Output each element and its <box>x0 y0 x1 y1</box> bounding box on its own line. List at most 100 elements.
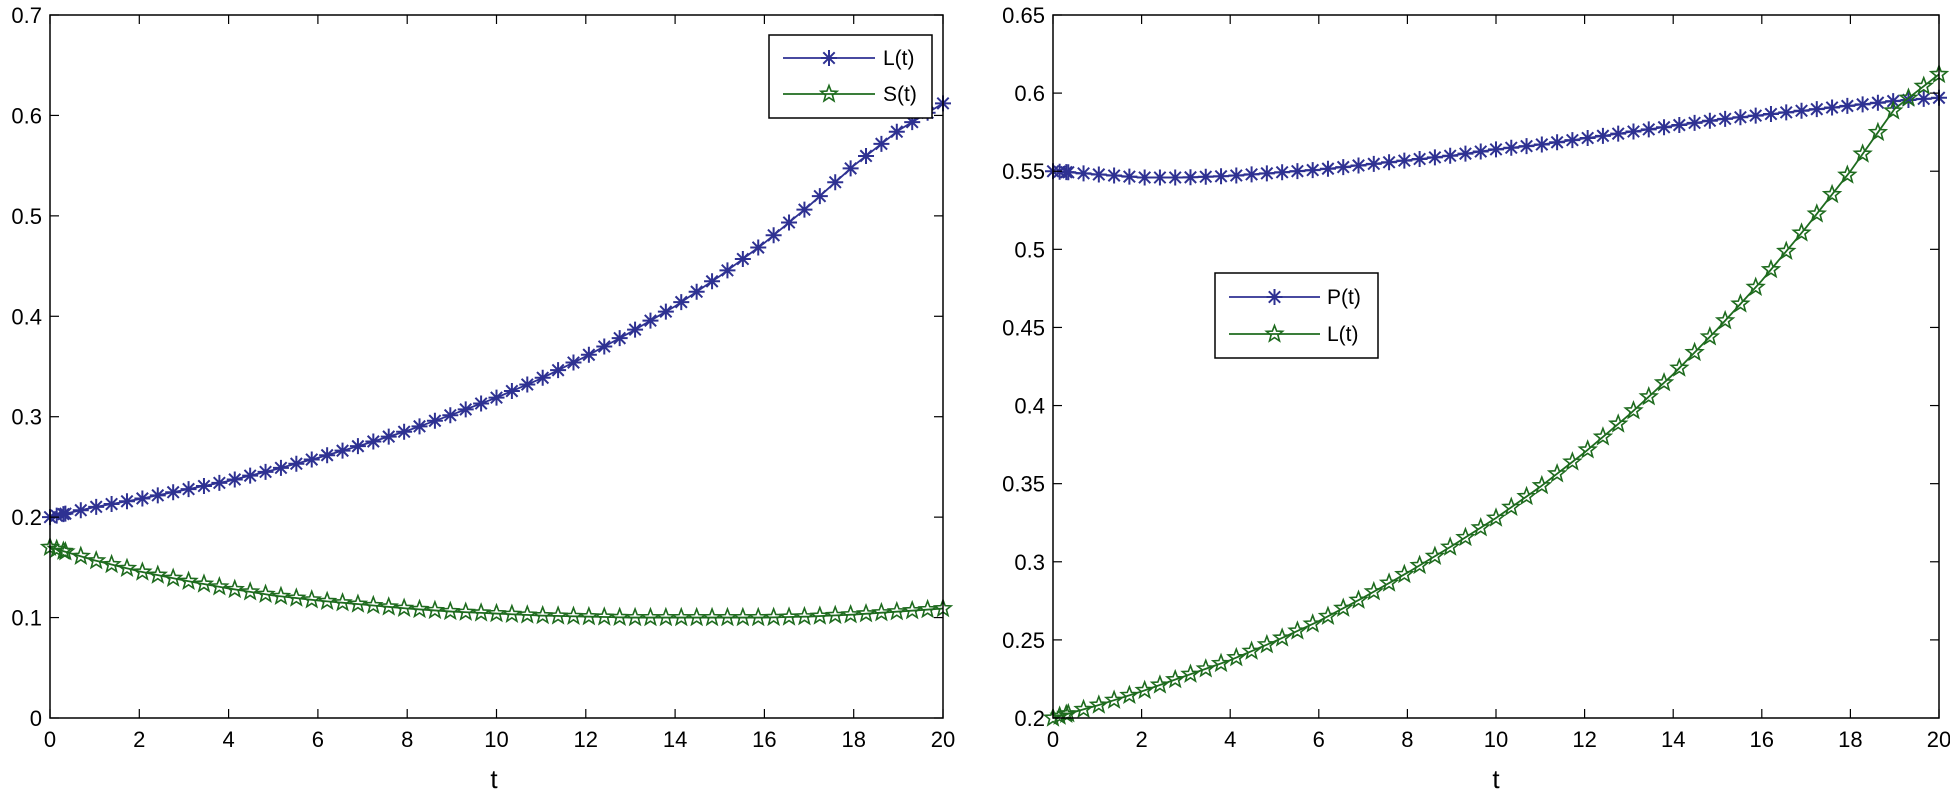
left-series-0-marker <box>704 273 721 290</box>
right-series-1-marker <box>1226 646 1247 667</box>
left-series-1-marker <box>316 590 338 611</box>
left-series-1-marker <box>748 606 769 627</box>
left-series-0-marker <box>796 201 813 218</box>
left-series-0-marker <box>303 451 320 468</box>
legend-left-frame <box>768 34 933 119</box>
right-ytick-label: 0.35 <box>1002 472 1045 497</box>
left-series-1-marker <box>193 573 215 593</box>
left-series-0-marker <box>288 455 305 472</box>
right-series-0-marker <box>1640 121 1657 138</box>
right-series-0-marker <box>1762 106 1779 123</box>
right-series-0-marker <box>1686 114 1703 131</box>
right-series-0-marker <box>1457 145 1474 162</box>
right-series-1-marker <box>1348 589 1369 609</box>
left-series-0-marker <box>550 362 567 379</box>
right-series-1-line <box>1052 73 1940 719</box>
left-series-1-marker <box>147 564 169 584</box>
left-series-1-marker <box>116 557 138 578</box>
legend-left: L(t) S(t) <box>768 34 933 119</box>
left-series-1-marker <box>270 585 292 606</box>
right-series-1-marker <box>1562 451 1583 471</box>
left-series-0-marker <box>580 346 597 363</box>
right-series-0-marker <box>1151 169 1168 186</box>
left-series-1-marker <box>132 561 153 581</box>
left-series-0-marker <box>334 442 351 459</box>
left-series-0-marker <box>642 312 659 329</box>
right-ytick-label: 0.45 <box>1002 315 1045 340</box>
left-series-1-marker <box>501 603 523 623</box>
left-series-1-marker <box>178 570 199 590</box>
right-series-0-marker <box>1365 155 1382 172</box>
right-series-1-marker <box>1837 164 1858 184</box>
left-series-1-marker <box>332 591 353 612</box>
right-series-1-marker <box>1669 357 1690 377</box>
right-ytick-label: 0.6 <box>1014 81 1045 106</box>
left-series-1-marker <box>393 597 415 617</box>
right-series-0-marker <box>1350 157 1367 174</box>
right-series-0-marker <box>1915 90 1932 107</box>
right-series-1-marker <box>1134 679 1155 700</box>
right-series-1-marker <box>1867 121 1889 142</box>
left-ytick-label: 0.5 <box>11 204 42 229</box>
right-ytick-label: 0.2 <box>1014 706 1045 731</box>
left-xtick-label: 8 <box>401 727 413 752</box>
left-ytick-label: 0.3 <box>11 405 42 430</box>
right-series-1-marker <box>1913 75 1934 95</box>
right-series-0-marker <box>1778 104 1795 121</box>
right-series-1-marker <box>1317 605 1339 626</box>
left-series-0-marker <box>673 294 690 311</box>
left-series-0-marker <box>473 395 490 412</box>
right-series-1-marker <box>1256 633 1278 654</box>
right-series-1-marker <box>1378 572 1400 592</box>
left-series-0-marker <box>827 174 844 191</box>
right-series-0-marker <box>1549 134 1566 151</box>
legend-right-label-0: P(t) <box>1327 286 1361 309</box>
right-series-0-marker <box>1793 102 1810 119</box>
right-series-0-marker <box>1579 129 1596 146</box>
left-series-1-marker <box>209 576 230 596</box>
right-ytick-label: 0.4 <box>1014 394 1045 419</box>
right-series-1-marker <box>1164 668 1186 689</box>
right-series-0-marker <box>1472 143 1489 160</box>
right-series-0-marker <box>1656 119 1673 136</box>
left-xtick-label: 2 <box>133 727 145 752</box>
left-series-1-marker <box>363 594 384 615</box>
right-series-1-marker <box>1210 652 1232 673</box>
right-xtick-label: 18 <box>1838 727 1862 752</box>
right-series-0-marker <box>1701 112 1718 129</box>
right-series-1-marker <box>1149 674 1171 694</box>
left-series-1-marker <box>470 602 492 622</box>
right-series-1-marker <box>1302 613 1323 633</box>
right-series-1-marker <box>1577 439 1598 459</box>
right-series-1-marker <box>1684 341 1705 362</box>
right-ytick-label: 0.3 <box>1014 550 1045 575</box>
left-series-0-marker <box>888 123 905 140</box>
right-series-1-marker <box>1592 426 1614 446</box>
left-series-0-marker <box>688 283 705 300</box>
right-series-1-marker <box>1821 183 1843 204</box>
right-series-1-marker <box>1485 507 1507 527</box>
left-series-0-marker <box>781 214 798 231</box>
right-xtick-label: 16 <box>1750 727 1774 752</box>
left-series-0-marker <box>657 303 674 320</box>
left-series-1-marker <box>101 553 122 574</box>
right-series-0-marker <box>1854 96 1871 113</box>
left-series-1-marker <box>855 602 877 623</box>
legend-right: P(t) L(t) <box>1214 272 1379 359</box>
right-series-1-marker <box>1745 276 1766 296</box>
left-series-0-marker <box>442 407 459 424</box>
left-series-1-marker <box>763 606 784 627</box>
right-xtick-label: 0 <box>1047 727 1059 752</box>
left-series-1-marker <box>53 540 74 560</box>
left-series-0-marker <box>765 227 782 244</box>
right-series-1-marker <box>1623 399 1644 420</box>
left-series-1-marker <box>517 604 538 624</box>
left-series-0-marker <box>242 467 259 484</box>
right-series-1-marker <box>1455 526 1476 547</box>
legend-right-frame <box>1214 272 1379 359</box>
right-series-0-marker <box>1396 152 1413 169</box>
right-series-1-marker <box>1898 87 1919 107</box>
left-series-1-marker <box>917 598 938 619</box>
right-series-0-marker <box>1197 168 1214 185</box>
right-xtick-label: 6 <box>1313 727 1325 752</box>
